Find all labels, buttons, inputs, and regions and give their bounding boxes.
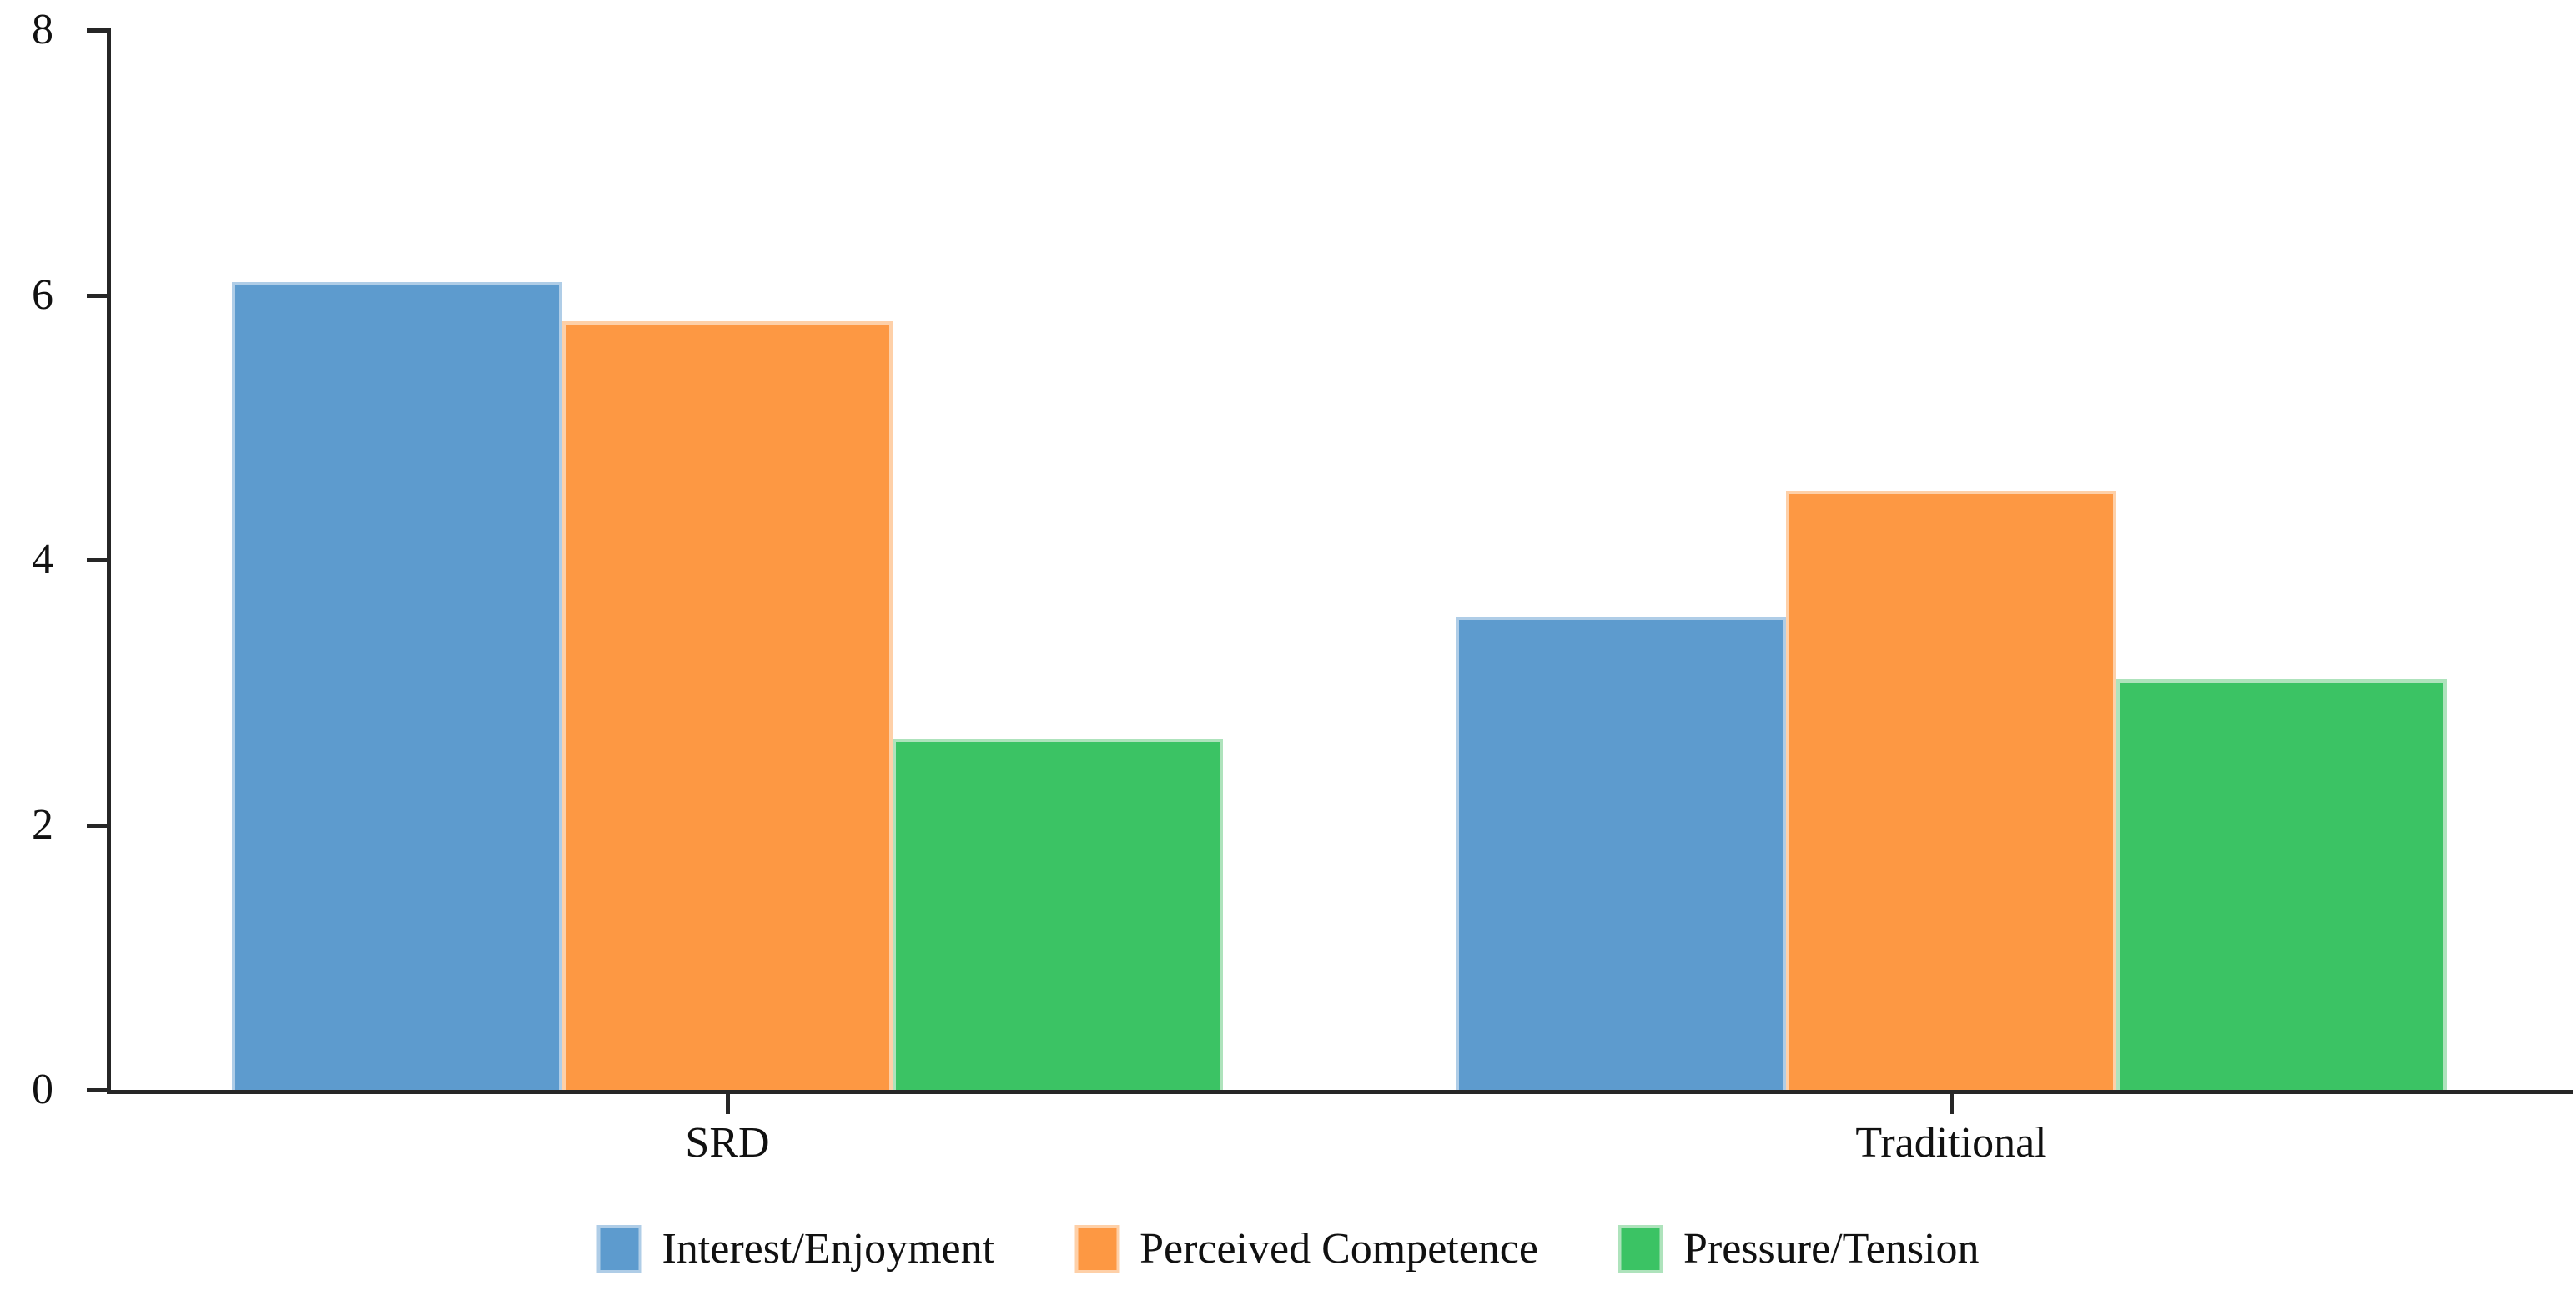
bar-traditional-perceived-competence xyxy=(1786,491,2116,1090)
y-tick-2 xyxy=(87,824,107,828)
bar-srd-pressure-tension xyxy=(893,739,1223,1090)
legend-label: Perceived Competence xyxy=(1140,1225,1538,1273)
y-axis-line xyxy=(107,28,111,1094)
bar-srd-perceived-competence xyxy=(562,321,893,1090)
x-category-label-srd: SRD xyxy=(685,1119,770,1167)
y-tick-label-2: 2 xyxy=(32,801,53,849)
y-tick-6 xyxy=(87,294,107,298)
legend: Interest/Enjoyment Perceived Competence Pr… xyxy=(596,1225,1980,1273)
y-tick-label-6: 6 xyxy=(32,271,53,319)
y-tick-4 xyxy=(87,558,107,562)
bar-traditional-pressure-tension xyxy=(2116,679,2447,1090)
y-tick-8 xyxy=(87,28,107,33)
x-tick-traditional xyxy=(1950,1090,1954,1114)
legend-label: Interest/Enjoyment xyxy=(662,1225,995,1273)
y-tick-label-4: 4 xyxy=(32,536,53,583)
legend-item-pressure-tension: Pressure/Tension xyxy=(1618,1225,1980,1273)
bar-traditional-interest-enjoyment xyxy=(1456,617,1786,1090)
y-tick-label-0: 0 xyxy=(32,1066,53,1113)
legend-item-interest-enjoyment: Interest/Enjoyment xyxy=(596,1225,995,1273)
x-tick-srd xyxy=(726,1090,730,1114)
legend-swatch-pressure-tension xyxy=(1618,1225,1663,1273)
legend-item-perceived-competence: Perceived Competence xyxy=(1074,1225,1538,1273)
y-tick-0 xyxy=(87,1088,107,1092)
legend-swatch-interest-enjoyment xyxy=(596,1225,642,1273)
legend-label: Pressure/Tension xyxy=(1683,1225,1980,1273)
legend-swatch-perceived-competence xyxy=(1074,1225,1120,1273)
y-tick-label-8: 8 xyxy=(32,6,53,53)
bar-srd-interest-enjoyment xyxy=(232,282,562,1090)
x-axis-line xyxy=(107,1090,2573,1094)
x-category-label-traditional: Traditional xyxy=(1855,1119,2047,1167)
